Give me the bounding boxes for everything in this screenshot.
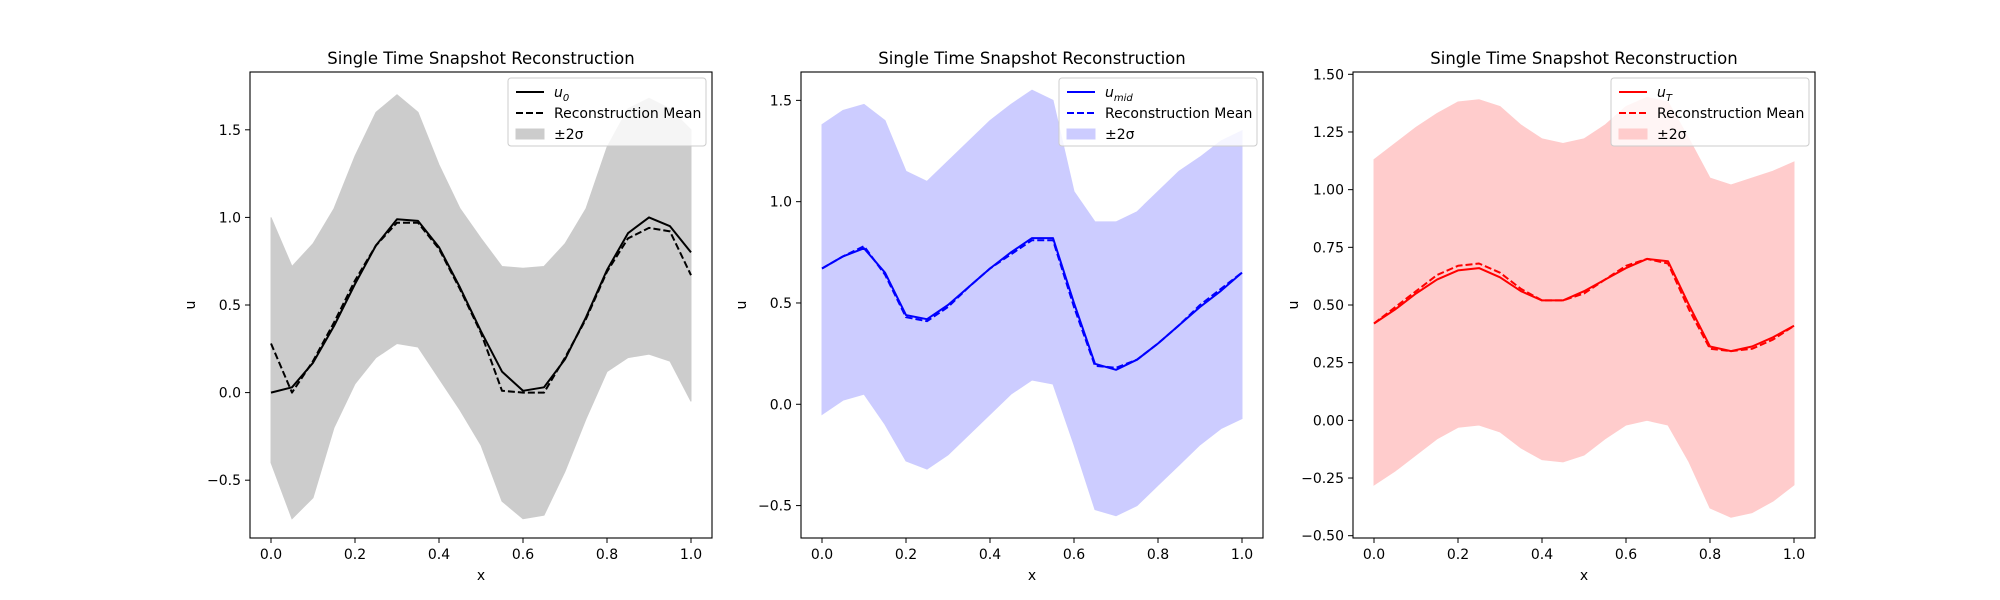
y-axis-label: u <box>1286 301 1302 310</box>
x-tick-label: 0.8 <box>1147 547 1169 563</box>
y-tick-label: 1.5 <box>770 93 792 109</box>
legend: u0 Reconstruction Mean ±2σ <box>507 77 707 147</box>
x-tick-label: 0.6 <box>1615 547 1637 563</box>
legend-label: uT <box>1657 85 1673 104</box>
y-axis-label: u <box>734 301 750 310</box>
x-tick-label: 0.2 <box>1447 547 1469 563</box>
x-tick-label: 0.2 <box>344 547 366 563</box>
y-tick-label: −0.25 <box>1301 471 1344 487</box>
x-tick-label: 0.4 <box>1531 547 1553 563</box>
chart-panel-3: 0.0 0.2 0.4 0.6 0.8 1.0 −0.50 −0.25 0.00 0.25 0.50… <box>1286 49 1816 584</box>
y-tick-label: 1.50 <box>1313 67 1344 83</box>
legend-label: umid <box>1105 85 1133 104</box>
legend-label: Reconstruction Mean <box>554 106 701 122</box>
x-tick-label: 0.6 <box>1063 547 1085 563</box>
x-tick-label: 0.0 <box>1363 547 1385 563</box>
y-tick-label: 1.0 <box>219 210 241 226</box>
y-tick-label: −0.5 <box>758 499 792 515</box>
x-tick-label: 1.0 <box>680 547 702 563</box>
x-tick-label: 0.8 <box>596 547 618 563</box>
x-axis-label: x <box>1580 568 1588 584</box>
x-tick-label: 0.2 <box>895 547 917 563</box>
chart-panel-1: 0.0 0.2 0.4 0.6 0.8 1.0 −0.5 0.0 0.5 1.0 1.5 Single… <box>183 49 713 584</box>
legend-box <box>1610 77 1810 147</box>
x-tick-label: 1.0 <box>1783 547 1805 563</box>
legend-label: ±2σ <box>554 127 584 143</box>
y-tick-label: −0.5 <box>207 473 241 489</box>
legend-label: Reconstruction Mean <box>1105 106 1252 122</box>
x-tick-label: 0.0 <box>260 547 282 563</box>
y-tick-label: 0.50 <box>1313 298 1344 314</box>
reconstruction-mean-line <box>1373 257 1795 353</box>
legend-label: u0 <box>554 85 569 104</box>
x-axis-label: x <box>477 568 485 584</box>
y-tick-label: 0.5 <box>219 298 241 314</box>
reconstruction-mean-line <box>821 239 1243 369</box>
axes-frame <box>800 71 1264 539</box>
chart-title: Single Time Snapshot Reconstruction <box>327 49 634 68</box>
y-tick-label: 1.00 <box>1313 183 1344 199</box>
x-tick-label: 0.8 <box>1699 547 1721 563</box>
x-tick-label: 0.4 <box>428 547 450 563</box>
chart-panel-2: 0.0 0.2 0.4 0.6 0.8 1.0 −0.5 0.0 0.5 1.0 1.5 Single… <box>734 49 1264 584</box>
legend-band-swatch <box>1066 128 1096 140</box>
legend-label: Reconstruction Mean <box>1657 106 1804 122</box>
legend-label: ±2σ <box>1105 127 1135 143</box>
legend-band-swatch <box>515 128 545 140</box>
legend-band-swatch <box>1618 128 1648 140</box>
uncertainty-band <box>270 94 692 520</box>
uncertainty-band <box>821 89 1243 517</box>
y-axis-label: u <box>183 301 199 310</box>
y-tick-label: 1.25 <box>1313 125 1344 141</box>
y-tick-label: 0.25 <box>1313 356 1344 372</box>
y-tick-label: 0.5 <box>770 296 792 312</box>
chart-title: Single Time Snapshot Reconstruction <box>878 49 1185 68</box>
y-tick-label: 0.0 <box>219 386 241 402</box>
legend-label: ±2σ <box>1657 127 1687 143</box>
x-tick-label: 0.6 <box>512 547 534 563</box>
y-tick-label: 0.00 <box>1313 413 1344 429</box>
x-tick-label: 1.0 <box>1231 547 1253 563</box>
x-tick-label: 0.4 <box>979 547 1001 563</box>
y-tick-label: −0.50 <box>1301 529 1344 545</box>
legend-box <box>507 77 707 147</box>
reconstruction-mean-line <box>270 221 692 394</box>
y-tick-label: 0.75 <box>1313 240 1344 256</box>
y-tick-label: 1.5 <box>219 123 241 139</box>
legend: umid Reconstruction Mean ±2σ <box>1058 77 1258 147</box>
legend-box <box>1058 77 1258 147</box>
x-axis-label: x <box>1028 568 1036 584</box>
x-tick-label: 0.0 <box>811 547 833 563</box>
y-tick-label: 0.0 <box>770 397 792 413</box>
y-tick-label: 1.0 <box>770 195 792 211</box>
legend: uT Reconstruction Mean ±2σ <box>1610 77 1810 147</box>
uncertainty-band <box>1373 96 1795 518</box>
chart-title: Single Time Snapshot Reconstruction <box>1430 49 1737 68</box>
